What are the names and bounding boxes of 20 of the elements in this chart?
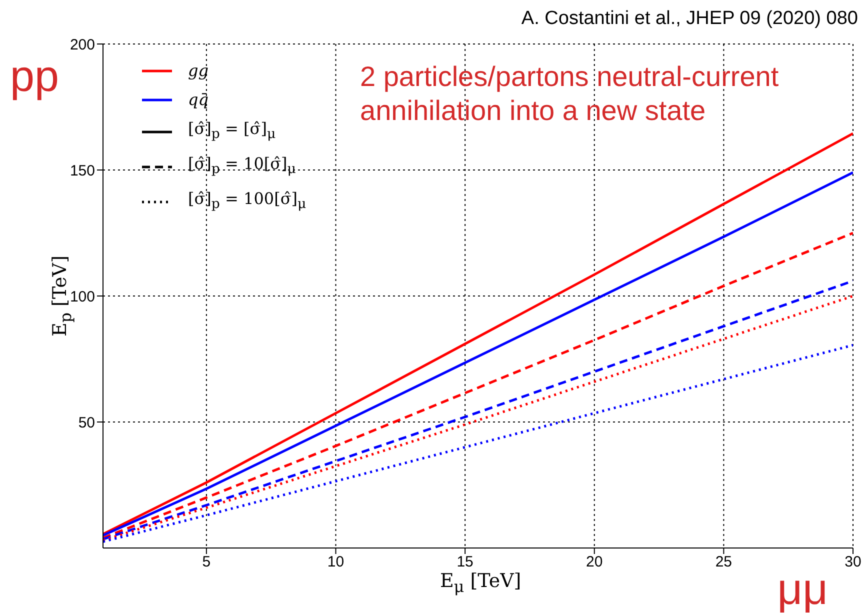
y-tick-label: 200 — [70, 36, 95, 54]
annotation: [σ̂]$_{p}$ = 100[σ̂]$_{μ}$ — [188, 188, 306, 215]
x-tick-label: 20 — [586, 554, 603, 571]
legend-label: gg — [188, 61, 208, 80]
x-tick-label: 10 — [327, 554, 344, 571]
annotation: 2 particles/partons neutral-current annihilation into a new state — [360, 61, 779, 126]
x-tick-label: 15 — [456, 554, 474, 571]
annotation: [σ̂]$_{p}$ = [σ̂]$_{μ}$ — [188, 118, 276, 144]
y-tick-label: 150 — [70, 162, 95, 180]
text: A. Costantini et al., JHEP 09 (2020) 080 — [521, 8, 858, 29]
x-axis-title: E$_{μ}$ [TeV] — [440, 570, 522, 596]
text: μμ — [777, 565, 828, 613]
x-tick-label: 30 — [844, 554, 862, 571]
line-series — [103, 232, 853, 540]
text: pp — [10, 52, 59, 101]
x-tick-label: 25 — [715, 554, 732, 571]
y-tick-label: 50 — [78, 414, 95, 432]
x-tick-label: 5 — [202, 554, 211, 571]
y-tick-label: 100 — [70, 288, 95, 306]
legend-label: qq̄ — [188, 90, 208, 109]
